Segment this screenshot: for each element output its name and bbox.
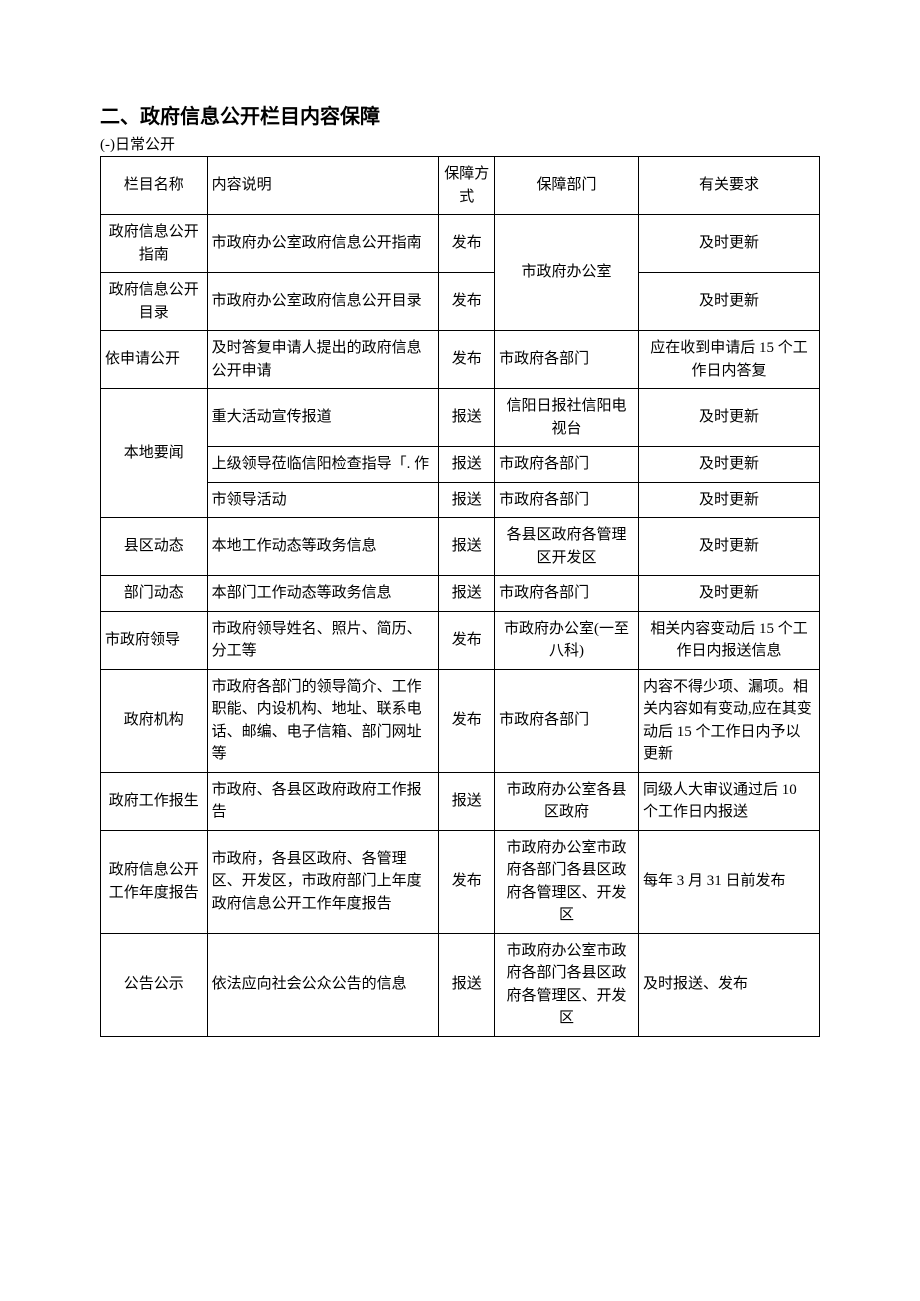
table-row: 公告公示依法应向社会公众公告的信息报送市政府办公室市政府各部门各县区政府各管理区… [101, 933, 820, 1036]
cell-name: 依申请公开 [101, 331, 208, 389]
cell-name: 政府信息公开目录 [101, 273, 208, 331]
cell-req: 及时更新 [638, 215, 819, 273]
table-row: 县区动态本地工作动态等政务信息报送各县区政府各管理区开发区及时更新 [101, 518, 820, 576]
table-row: 政府工作报生市政府、各县区政府政府工作报告报送市政府办公室各县区政府同级人大审议… [101, 772, 820, 830]
table-row: 政府信息公开工作年度报告市政府，各县区政府、各管理区、开发区，市政府部门上年度政… [101, 830, 820, 933]
cell-desc: 市政府各部门的领导简介、工作职能、内设机构、地址、联系电话、邮编、电子信箱、部门… [207, 669, 439, 772]
cell-desc: 及时答复申请人提出的政府信息公开申请 [207, 331, 439, 389]
table-row: 市政府领导市政府领导姓名、照片、简历、分工等发布市政府办公室(一至八科)相关内容… [101, 611, 820, 669]
cell-dept: 市政府办公室市政府各部门各县区政府各管理区、开发区 [495, 933, 639, 1036]
cell-method: 报送 [439, 933, 495, 1036]
cell-desc: 市政府，各县区政府、各管理区、开发区，市政府部门上年度政府信息公开工作年度报告 [207, 830, 439, 933]
cell-dept: 市政府各部门 [495, 482, 639, 518]
table-header-row: 栏目名称 内容说明 保障方式 保障部门 有关要求 [101, 157, 820, 215]
cell-desc: 市政府办公室政府信息公开指南 [207, 215, 439, 273]
cell-desc: 市政府办公室政府信息公开目录 [207, 273, 439, 331]
cell-name: 县区动态 [101, 518, 208, 576]
table-row: 依申请公开及时答复申请人提出的政府信息公开申请发布市政府各部门应在收到申请后 1… [101, 331, 820, 389]
cell-name: 政府工作报生 [101, 772, 208, 830]
table-body: 政府信息公开指南市政府办公室政府信息公开指南发布市政府办公室及时更新政府信息公开… [101, 215, 820, 1037]
cell-method: 报送 [439, 482, 495, 518]
table-row: 政府信息公开目录市政府办公室政府信息公开目录发布 及时更新 [101, 273, 820, 331]
cell-req: 及时报送、发布 [638, 933, 819, 1036]
cell-method: 报送 [439, 447, 495, 483]
cell-req: 内容不得少项、漏项。相关内容如有变动,应在其变动后 15 个工作日内予以更新 [638, 669, 819, 772]
col-header-dept: 保障部门 [495, 157, 639, 215]
cell-dept: 各县区政府各管理区开发区 [495, 518, 639, 576]
cell-method: 发布 [439, 331, 495, 389]
cell-name: 本地要闻 [101, 389, 208, 518]
cell-dept: 市政府各部门 [495, 669, 639, 772]
cell-name: 政府信息公开工作年度报告 [101, 830, 208, 933]
cell-req: 及时更新 [638, 576, 819, 612]
cell-desc: 市政府、各县区政府政府工作报告 [207, 772, 439, 830]
cell-req: 同级人大审议通过后 10 个工作日内报送 [638, 772, 819, 830]
cell-dept: 市政府办公室各县区政府 [495, 772, 639, 830]
cell-dept: 市政府各部门 [495, 447, 639, 483]
cell-dept: 市政府各部门 [495, 576, 639, 612]
cell-method: 发布 [439, 611, 495, 669]
cell-desc: 重大活动宣传报道 [207, 389, 439, 447]
cell-method: 报送 [439, 576, 495, 612]
cell-dept: 市政府办公室市政府各部门各县区政府各管理区、开发区 [495, 830, 639, 933]
cell-name: 公告公示 [101, 933, 208, 1036]
table-row: 部门动态本部门工作动态等政务信息报送市政府各部门及时更新 [101, 576, 820, 612]
table-row: 政府信息公开指南市政府办公室政府信息公开指南发布市政府办公室及时更新 [101, 215, 820, 273]
cell-desc: 本部门工作动态等政务信息 [207, 576, 439, 612]
cell-req: 及时更新 [638, 389, 819, 447]
cell-desc: 依法应向社会公众公告的信息 [207, 933, 439, 1036]
cell-desc: 市领导活动 [207, 482, 439, 518]
table-row: 上级领导莅临信阳检查指导「. 作报送市政府各部门及时更新 [101, 447, 820, 483]
cell-req: 相关内容变动后 15 个工作日内报送信息 [638, 611, 819, 669]
cell-dept: 市政府各部门 [495, 331, 639, 389]
cell-name: 政府机构 [101, 669, 208, 772]
cell-name: 政府信息公开指南 [101, 215, 208, 273]
content-table: 栏目名称 内容说明 保障方式 保障部门 有关要求 政府信息公开指南市政府办公室政… [100, 156, 820, 1037]
table-row: 本地要闻重大活动宣传报道报送信阳日报社信阳电视台及时更新 [101, 389, 820, 447]
cell-method: 报送 [439, 518, 495, 576]
col-header-method: 保障方式 [439, 157, 495, 215]
col-header-desc: 内容说明 [207, 157, 439, 215]
cell-desc: 本地工作动态等政务信息 [207, 518, 439, 576]
cell-method: 发布 [439, 273, 495, 331]
cell-name: 市政府领导 [101, 611, 208, 669]
cell-desc: 上级领导莅临信阳检查指导「. 作 [207, 447, 439, 483]
cell-req: 及时更新 [638, 447, 819, 483]
cell-method: 报送 [439, 772, 495, 830]
cell-req: 及时更新 [638, 518, 819, 576]
cell-req: 及时更新 [638, 482, 819, 518]
cell-method: 发布 [439, 830, 495, 933]
cell-name: 部门动态 [101, 576, 208, 612]
table-row: 市领导活动报送市政府各部门及时更新 [101, 482, 820, 518]
col-header-req: 有关要求 [638, 157, 819, 215]
section-subheading: (-)日常公开 [100, 133, 820, 154]
cell-method: 发布 [439, 669, 495, 772]
cell-dept: 市政府办公室(一至八科) [495, 611, 639, 669]
cell-req: 每年 3 月 31 日前发布 [638, 830, 819, 933]
cell-dept: 市政府办公室 [495, 215, 639, 331]
table-row: 政府机构市政府各部门的领导简介、工作职能、内设机构、地址、联系电话、邮编、电子信… [101, 669, 820, 772]
cell-dept: 信阳日报社信阳电视台 [495, 389, 639, 447]
section-heading: 二、政府信息公开栏目内容保障 [100, 100, 820, 129]
cell-req: 及时更新 [638, 273, 819, 331]
cell-method: 报送 [439, 389, 495, 447]
cell-desc: 市政府领导姓名、照片、简历、分工等 [207, 611, 439, 669]
cell-req: 应在收到申请后 15 个工作日内答复 [638, 331, 819, 389]
cell-method: 发布 [439, 215, 495, 273]
col-header-name: 栏目名称 [101, 157, 208, 215]
